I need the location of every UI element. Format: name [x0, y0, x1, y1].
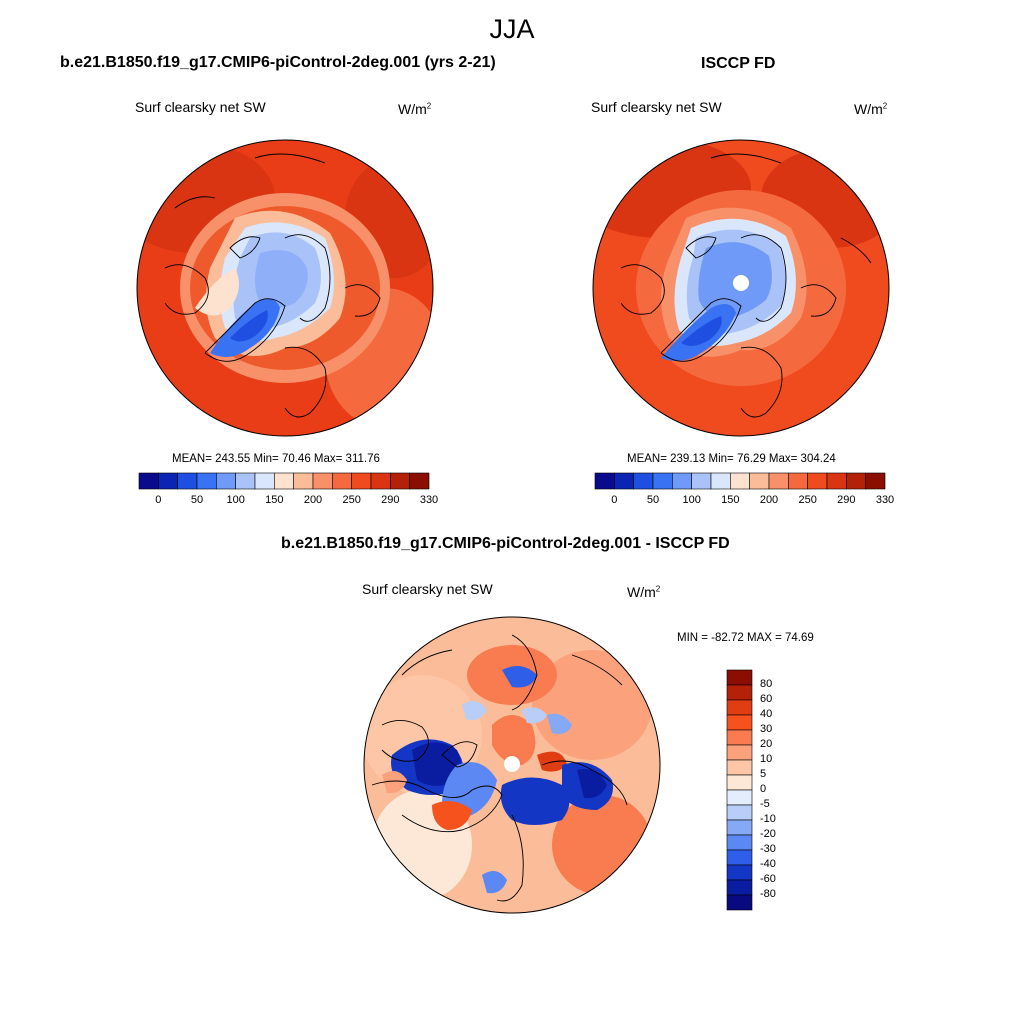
colorbar-swatch	[726, 669, 753, 686]
polar-map-obs	[592, 139, 890, 437]
colorbar-swatch	[652, 472, 673, 490]
units-label-obs: W/m2	[854, 101, 888, 117]
colorbar-swatch	[726, 729, 753, 746]
colorbar-swatch	[594, 472, 615, 490]
colorbar-tick-label: 60	[760, 693, 773, 705]
polar-map-model	[136, 139, 434, 437]
colorbar-swatch	[158, 472, 178, 490]
colorbar-swatch	[293, 472, 314, 490]
colorbar-swatch	[726, 804, 753, 821]
variable-label-model: Surf clearsky net SW	[135, 99, 266, 115]
colorbar-swatch	[726, 879, 753, 896]
colorbar-swatch	[196, 472, 217, 490]
stats-diff: MIN = -82.72 MAX = 74.69	[677, 632, 814, 644]
colorbar-swatch	[788, 472, 808, 490]
colorbar-tick-label: -5	[760, 798, 770, 810]
colorbar-tick-label: 10	[760, 753, 773, 765]
colorbar-ticks-model: 0 50 100 150 200 250 290 330	[139, 494, 438, 508]
colorbar-tick-label: 50	[190, 494, 204, 506]
colorbar-swatch	[390, 472, 410, 490]
colorbar-swatch	[254, 472, 275, 490]
colorbar-swatch	[726, 699, 753, 716]
colorbar-ticks-diff: 80 60 40 30 20 10 5 0 -5 -10 -20 -30 -40 -60 -80	[760, 670, 800, 910]
colorbar-tick-label: -30	[760, 843, 776, 855]
colorbar-swatch	[726, 834, 753, 851]
colorbar-swatch	[235, 472, 256, 490]
colorbar-tick-label: 200	[759, 494, 779, 506]
colorbar-tick-label: 40	[760, 708, 773, 720]
colorbar-swatch	[726, 894, 753, 911]
colorbar-swatch	[312, 472, 333, 490]
colorbar-swatch	[351, 472, 372, 490]
stats-obs: MEAN= 239.13 Min= 76.29 Max= 304.24	[627, 453, 836, 465]
colorbar-tick-label: 30	[760, 723, 773, 735]
colorbar-swatch	[865, 472, 886, 490]
colorbar-model	[138, 472, 430, 490]
panel-title-diff: b.e21.B1850.f19_g17.CMIP6-piControl-2deg…	[281, 535, 730, 552]
colorbar-tick-label: 200	[303, 494, 323, 506]
colorbar-tick-label: 0	[611, 494, 618, 506]
variable-label-diff: Surf clearsky net SW	[362, 581, 493, 597]
colorbar-swatch	[691, 472, 712, 490]
colorbar-tick-label: 150	[265, 494, 284, 506]
colorbar-tick-label: 100	[682, 494, 701, 506]
colorbar-swatch	[409, 472, 430, 490]
colorbar-tick-label: 5	[760, 768, 767, 780]
colorbar-tick-label: -10	[760, 813, 776, 825]
colorbar-tick-label: 330	[419, 494, 439, 506]
colorbar-tick-label: 330	[875, 494, 895, 506]
variable-label-obs: Surf clearsky net SW	[591, 99, 722, 115]
colorbar-swatch	[332, 472, 352, 490]
colorbar-tick-label: 0	[760, 783, 767, 795]
colorbar-swatch	[138, 472, 159, 490]
colorbar-tick-label: 250	[798, 494, 817, 506]
colorbar-swatch	[726, 774, 753, 791]
colorbar-swatch	[846, 472, 866, 490]
polar-map-diff	[363, 616, 661, 914]
colorbar-tick-label: 80	[760, 678, 773, 690]
colorbar-swatch	[726, 864, 753, 881]
colorbar-swatch	[726, 744, 753, 761]
colorbar-swatch	[726, 684, 753, 701]
colorbar-swatch	[768, 472, 789, 490]
colorbar-swatch	[370, 472, 391, 490]
colorbar-swatch	[710, 472, 731, 490]
colorbar-ticks-obs: 0 50 100 150 200 250 290 330	[595, 494, 894, 508]
colorbar-obs	[594, 472, 886, 490]
colorbar-tick-label: 0	[155, 494, 162, 506]
colorbar-swatch	[726, 849, 753, 866]
colorbar-swatch	[730, 472, 750, 490]
colorbar-swatch	[749, 472, 770, 490]
colorbar-swatch	[826, 472, 847, 490]
colorbar-swatch	[614, 472, 634, 490]
colorbar-swatch	[274, 472, 294, 490]
colorbar-tick-label: 100	[226, 494, 245, 506]
colorbar-tick-label: 290	[381, 494, 400, 506]
panel-title-model: b.e21.B1850.f19_g17.CMIP6-piControl-2deg…	[60, 54, 496, 71]
units-label-model: W/m2	[398, 101, 432, 117]
colorbar-tick-label: 50	[646, 494, 660, 506]
colorbar-swatch	[726, 819, 753, 836]
colorbar-tick-label: 290	[837, 494, 856, 506]
colorbar-swatch	[726, 714, 753, 731]
colorbar-tick-label: 150	[721, 494, 740, 506]
panel-title-obs: ISCCP FD	[701, 55, 776, 72]
colorbar-tick-label: -60	[760, 873, 776, 885]
colorbar-swatch	[177, 472, 198, 490]
colorbar-tick-label: 250	[342, 494, 361, 506]
figure-title: JJA	[489, 14, 535, 44]
colorbar-tick-label: -80	[760, 888, 776, 900]
colorbar-swatch	[216, 472, 236, 490]
units-label-diff: W/m2	[627, 584, 661, 600]
colorbar-swatch	[672, 472, 692, 490]
colorbar-swatch	[726, 759, 753, 776]
colorbar-tick-label: 20	[760, 738, 773, 750]
colorbar-tick-label: -20	[760, 828, 776, 840]
colorbar-diff	[726, 669, 753, 911]
colorbar-tick-label: -40	[760, 858, 776, 870]
stats-model: MEAN= 243.55 Min= 70.46 Max= 311.76	[172, 453, 380, 465]
colorbar-swatch	[726, 789, 753, 806]
colorbar-swatch	[633, 472, 654, 490]
colorbar-swatch	[807, 472, 828, 490]
